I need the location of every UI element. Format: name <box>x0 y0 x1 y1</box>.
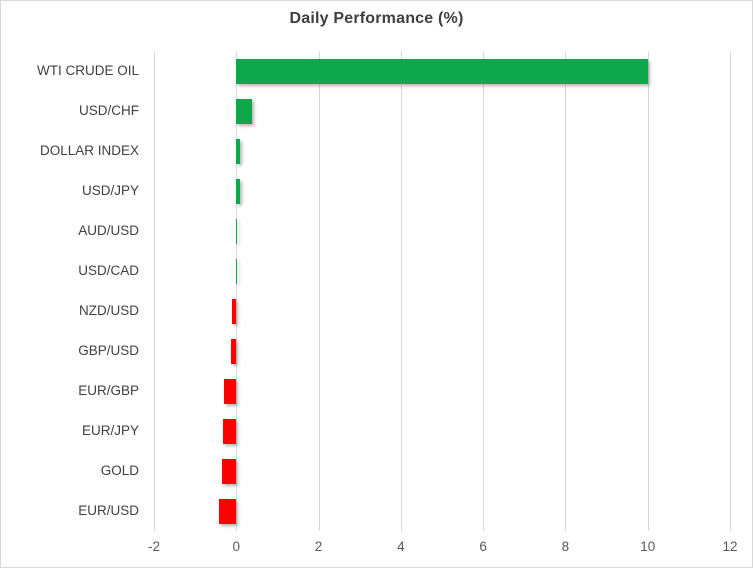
gridline-x--2 <box>154 51 155 531</box>
bar-usd-chf <box>236 98 252 124</box>
bar-aud-usd <box>236 218 238 244</box>
x-tick-label: 0 <box>232 539 241 554</box>
category-label-aud-usd: AUD/USD <box>78 223 139 238</box>
category-label-wti-crude-oil: WTI CRUDE OIL <box>36 63 139 78</box>
gridline-x-0 <box>236 51 238 531</box>
x-tick-label: -2 <box>147 539 160 554</box>
category-label-usd-cad: USD/CAD <box>78 263 139 278</box>
gridline-x-4 <box>400 51 402 531</box>
bar-eur-gbp <box>224 378 237 404</box>
gridline-x-6 <box>483 51 485 531</box>
bar-eur-usd <box>219 498 237 524</box>
x-tick-label: 6 <box>479 539 487 554</box>
gridline-x-8 <box>565 51 567 531</box>
x-tick-label: 12 <box>722 539 738 554</box>
gridline-x-2 <box>318 51 320 531</box>
category-label-usd-jpy: USD/JPY <box>81 183 139 198</box>
category-label-eur-usd: EUR/USD <box>78 503 139 518</box>
category-label-nzd-usd: NZD/USD <box>79 303 139 318</box>
bar-wti-crude-oil <box>236 58 648 84</box>
bar-usd-cad <box>236 258 238 284</box>
bar-dollar-index <box>236 138 240 164</box>
gridline-x-10 <box>647 51 649 531</box>
x-tick-label: 10 <box>640 539 656 554</box>
bar-nzd-usd <box>231 298 237 324</box>
x-tick-label: 8 <box>561 539 570 554</box>
bar-gold <box>222 458 237 484</box>
category-label-usd-chf: USD/CHF <box>79 103 139 118</box>
category-label-gbp-usd: GBP/USD <box>78 343 139 358</box>
category-label-eur-jpy: EUR/JPY <box>81 423 139 438</box>
x-tick-label: 2 <box>314 539 323 554</box>
x-tick-label: 4 <box>397 539 405 554</box>
bar-gbp-usd <box>230 338 237 364</box>
category-label-eur-gbp: EUR/GBP <box>78 383 139 398</box>
bar-usd-jpy <box>236 178 240 204</box>
category-label-gold: GOLD <box>100 463 139 478</box>
chart-title: Daily Performance (%) <box>289 10 464 27</box>
gridline-x-12 <box>730 51 731 531</box>
category-label-dollar-index: DOLLAR INDEX <box>39 143 139 158</box>
bar-eur-jpy <box>223 418 237 444</box>
